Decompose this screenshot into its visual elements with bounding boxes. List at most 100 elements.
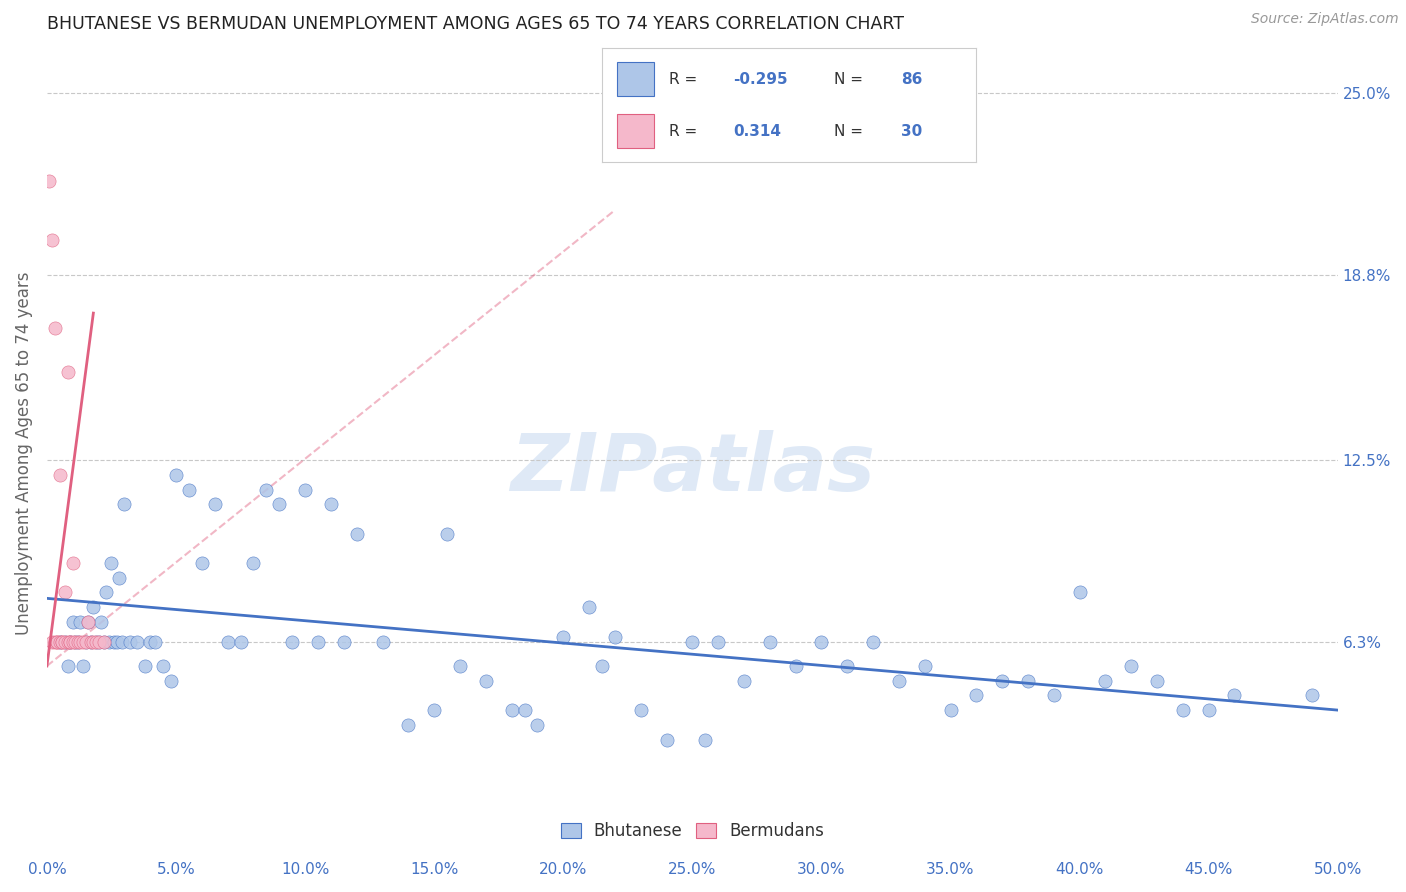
Point <box>112 497 135 511</box>
Point <box>62 556 84 570</box>
Point <box>837 659 859 673</box>
Point <box>887 673 910 688</box>
Point <box>103 635 125 649</box>
Point <box>82 635 104 649</box>
Point <box>681 635 703 649</box>
Point <box>62 635 84 649</box>
Point <box>319 497 342 511</box>
Point <box>65 635 87 649</box>
Point <box>84 635 107 649</box>
Point <box>1121 659 1143 673</box>
Point <box>785 659 807 673</box>
Point <box>56 365 79 379</box>
Point <box>513 703 536 717</box>
Point <box>501 703 523 717</box>
Point <box>118 635 141 649</box>
Point <box>82 600 104 615</box>
Point <box>242 556 264 570</box>
Point <box>191 556 214 570</box>
Point <box>90 615 112 629</box>
Point <box>49 467 72 482</box>
Point <box>965 689 987 703</box>
Point <box>991 673 1014 688</box>
Point <box>96 585 118 599</box>
Point <box>62 615 84 629</box>
Point <box>46 635 69 649</box>
Point <box>69 615 91 629</box>
Text: ZIPatlas: ZIPatlas <box>510 430 875 508</box>
Point <box>254 483 277 497</box>
Point <box>152 659 174 673</box>
Point <box>56 635 79 649</box>
Point <box>53 585 76 599</box>
Point <box>217 635 239 649</box>
Point <box>758 635 780 649</box>
Point <box>655 732 678 747</box>
Point <box>1042 689 1064 703</box>
Point <box>294 483 316 497</box>
Point <box>371 635 394 649</box>
Point <box>177 483 200 497</box>
Point <box>69 635 91 649</box>
Point <box>51 635 73 649</box>
Point <box>53 635 76 649</box>
Point <box>77 615 100 629</box>
Point <box>229 635 252 649</box>
Point <box>127 635 149 649</box>
Point <box>44 635 66 649</box>
Point <box>396 718 419 732</box>
Point <box>1146 673 1168 688</box>
Point <box>1223 689 1246 703</box>
Point <box>59 635 82 649</box>
Point <box>84 635 107 649</box>
Point <box>75 635 97 649</box>
Point <box>59 635 82 649</box>
Point <box>1171 703 1194 717</box>
Point <box>281 635 304 649</box>
Point <box>111 635 134 649</box>
Point <box>707 635 730 649</box>
Point <box>87 635 110 649</box>
Point <box>436 526 458 541</box>
Point <box>72 635 94 649</box>
Point <box>423 703 446 717</box>
Point <box>143 635 166 649</box>
Point <box>66 635 89 649</box>
Point <box>204 497 226 511</box>
Point <box>307 635 329 649</box>
Point <box>939 703 962 717</box>
Point <box>105 635 128 649</box>
Point <box>46 635 69 649</box>
Point <box>591 659 613 673</box>
Point <box>38 174 60 188</box>
Y-axis label: Unemployment Among Ages 65 to 74 years: Unemployment Among Ages 65 to 74 years <box>15 271 32 634</box>
Point <box>65 635 87 649</box>
Point <box>1017 673 1039 688</box>
Point <box>159 673 181 688</box>
Point <box>97 635 120 649</box>
Point <box>269 497 291 511</box>
Point <box>449 659 471 673</box>
Point <box>1069 585 1091 599</box>
Point <box>733 673 755 688</box>
Point <box>41 233 63 247</box>
Point <box>72 659 94 673</box>
Point <box>80 635 103 649</box>
Text: Source: ZipAtlas.com: Source: ZipAtlas.com <box>1251 12 1399 26</box>
Point <box>44 321 66 335</box>
Point <box>93 635 115 649</box>
Point <box>475 673 498 688</box>
Point <box>80 635 103 649</box>
Point <box>56 659 79 673</box>
Point <box>810 635 832 649</box>
Point <box>51 635 73 649</box>
Point <box>333 635 356 649</box>
Point <box>100 556 122 570</box>
Point <box>630 703 652 717</box>
Point <box>108 571 131 585</box>
Point <box>66 635 89 649</box>
Point <box>695 732 717 747</box>
Point <box>553 630 575 644</box>
Point <box>139 635 162 649</box>
Point <box>87 635 110 649</box>
